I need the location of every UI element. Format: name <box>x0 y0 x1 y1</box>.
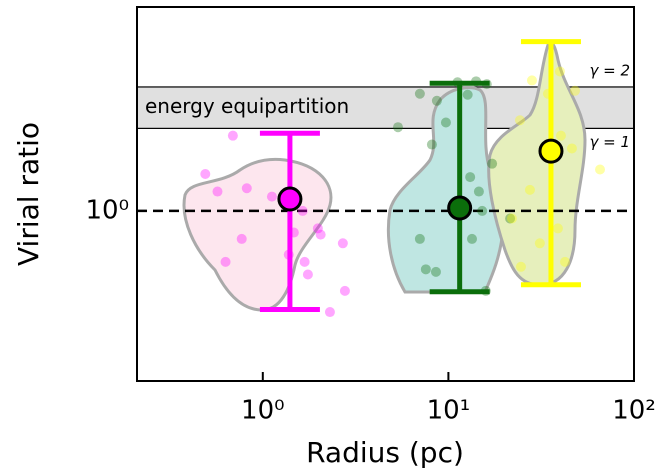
point <box>466 233 477 244</box>
point <box>315 229 326 240</box>
point <box>505 213 516 224</box>
point <box>297 205 308 216</box>
point <box>414 88 425 99</box>
point <box>462 89 473 100</box>
point <box>560 256 571 267</box>
point <box>465 172 476 183</box>
point <box>566 143 577 154</box>
point <box>473 186 484 197</box>
point <box>526 75 537 86</box>
point <box>220 256 231 267</box>
point <box>420 264 431 275</box>
point <box>302 269 313 280</box>
point <box>555 130 566 141</box>
violin <box>182 157 333 312</box>
point <box>227 130 238 141</box>
point <box>595 164 606 175</box>
point <box>312 223 323 234</box>
point <box>570 85 581 96</box>
point <box>431 95 442 106</box>
point <box>430 266 441 277</box>
point <box>440 117 451 128</box>
point <box>554 66 565 77</box>
point <box>266 191 277 202</box>
plot-frame <box>136 6 635 382</box>
point <box>414 233 425 244</box>
y-axis-label: Virial ratio <box>12 122 45 266</box>
marker <box>447 195 473 221</box>
point <box>212 186 223 197</box>
marker <box>277 186 303 212</box>
point <box>506 213 517 224</box>
point <box>241 183 252 194</box>
y-tick-label: 10⁰ <box>85 195 129 225</box>
band-label: energy equipartition <box>145 94 349 118</box>
point <box>515 261 526 272</box>
point <box>236 233 247 244</box>
gamma-label: γ = 1 <box>589 133 630 151</box>
point <box>477 205 488 216</box>
point <box>524 184 535 195</box>
point <box>337 238 348 249</box>
point <box>339 285 350 296</box>
x-tick-label: 10² <box>612 396 656 426</box>
point <box>426 139 437 150</box>
point <box>534 238 545 249</box>
x-axis-label: Radius (pc) <box>306 436 464 469</box>
point <box>487 158 498 169</box>
marker <box>538 138 564 164</box>
point <box>324 307 335 318</box>
point <box>552 223 563 234</box>
point <box>200 169 211 180</box>
x-tick-label: 10⁰ <box>241 396 285 426</box>
x-tick-label: 10¹ <box>427 396 471 426</box>
point <box>514 115 525 126</box>
point <box>392 122 403 133</box>
point <box>299 256 310 267</box>
gamma-label: γ = 2 <box>589 61 630 79</box>
